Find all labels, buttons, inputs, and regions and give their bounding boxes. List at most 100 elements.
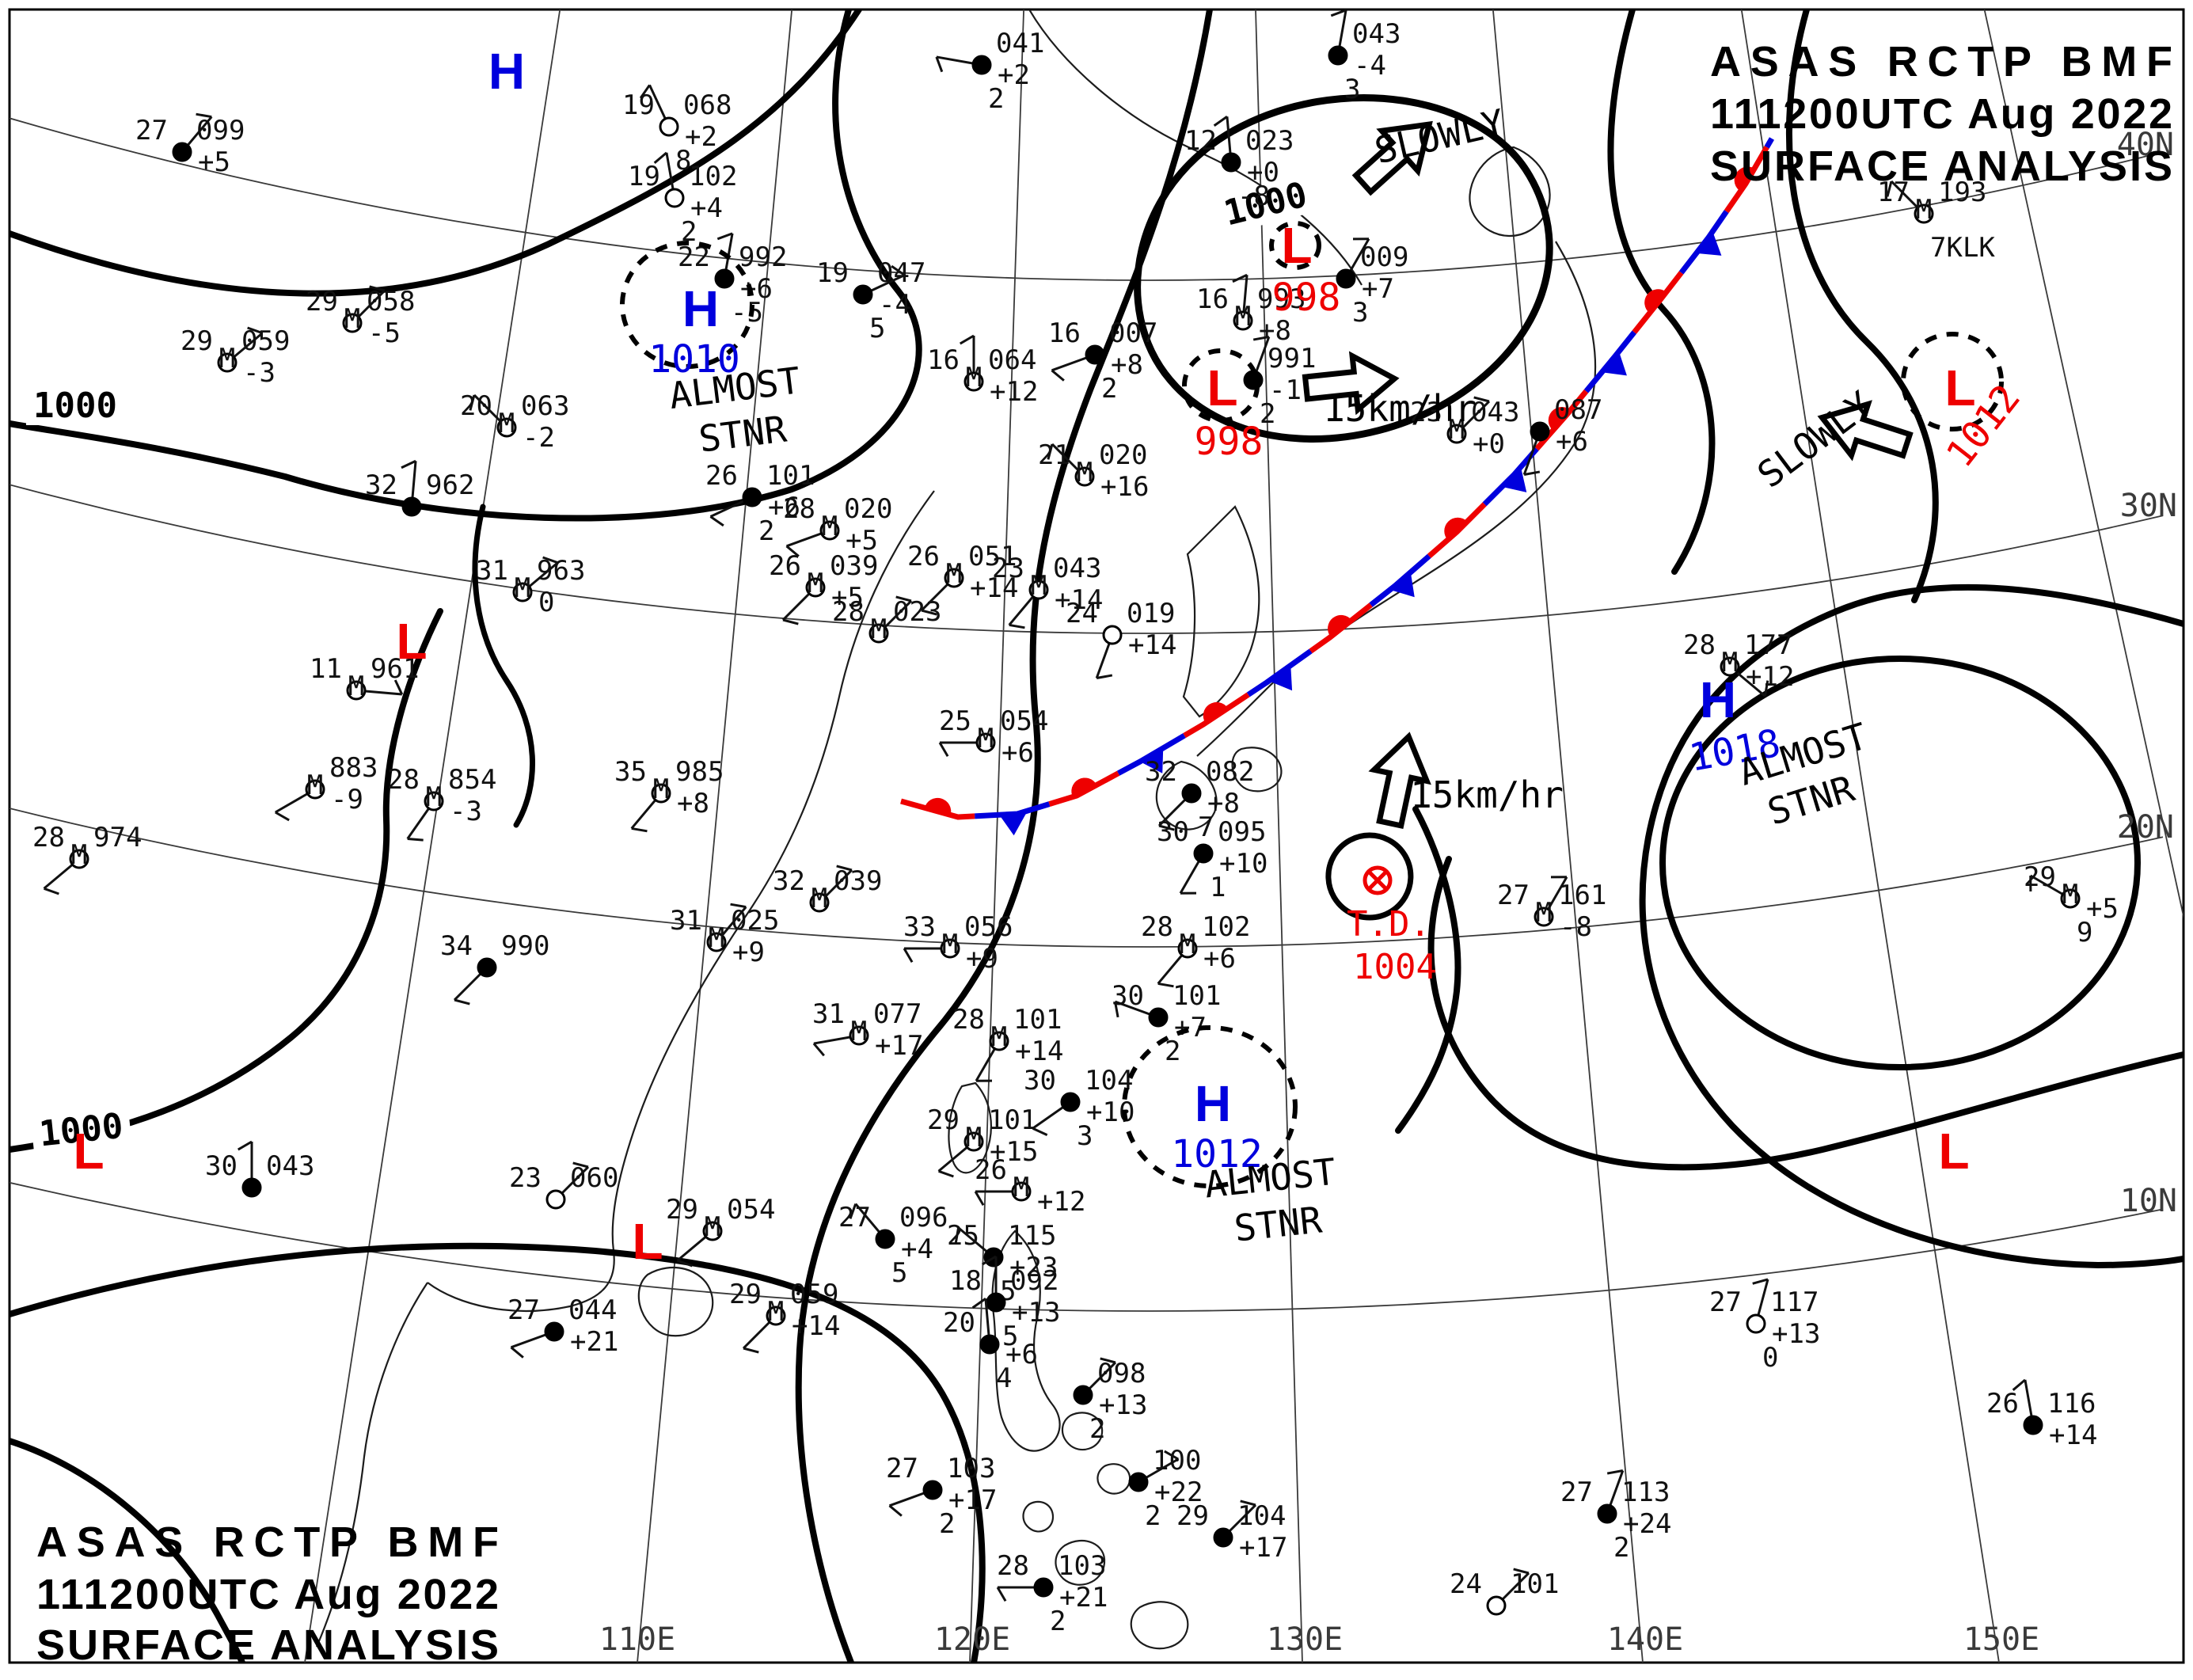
station-tendency: +14 (792, 1310, 840, 1342)
station-plot: M28 974 (32, 822, 142, 895)
station-circle (944, 568, 964, 588)
station-circle (971, 55, 992, 75)
station-ship-letter: M (653, 773, 669, 805)
station-pressure: 041 (996, 28, 1044, 59)
station-temperature: 29 (181, 325, 213, 357)
station-circle (1328, 45, 1348, 66)
station-plot: M29 059+14 (729, 1279, 840, 1354)
station-tendency: +10 (1086, 1097, 1135, 1128)
low-unlabeled-southeast: L (1938, 1123, 1969, 1180)
station-pressure: 039 (830, 550, 878, 582)
wind-barb-feather (954, 1227, 960, 1244)
station-plot: M31 025+9 (670, 903, 779, 968)
station-pressure: 087 (1554, 394, 1602, 426)
station-circle (1221, 152, 1241, 173)
station-circle (401, 496, 422, 517)
wind-barb-feather (1114, 1001, 1119, 1018)
station-circle (849, 1025, 869, 1046)
station-pressure: 025 (731, 905, 779, 937)
station-tendency: +17 (875, 1030, 923, 1062)
station-extra: 2 (939, 1508, 955, 1540)
center-letter: L (1281, 217, 1312, 274)
station-pressure: 064 (988, 344, 1036, 376)
station-extra: 3 (1077, 1120, 1093, 1152)
station-circle (512, 582, 533, 602)
station-extra: 2 (1101, 373, 1117, 405)
station-tendency: -3 (243, 357, 276, 389)
wind-barb-feather (44, 887, 59, 895)
station-extra: 2 (1050, 1606, 1066, 1637)
station-extra: 2 (1089, 1413, 1105, 1445)
meridian-line (1492, 10, 1644, 1663)
station-temperature: 19 (622, 89, 655, 121)
station-tendency: -2 (523, 422, 555, 454)
station-tendency: +13 (1099, 1389, 1147, 1421)
center-pressure-value: 1012 (1171, 1132, 1263, 1176)
station-plot: 991-12 (1243, 336, 1316, 430)
station-plot: M26 039+5 (769, 550, 878, 625)
station-circle (1534, 907, 1554, 927)
station-extra: 8 (675, 145, 691, 177)
wind-barb-feather (782, 618, 799, 625)
station-temperature: 21 (1038, 439, 1070, 471)
title-line-datetime: 111200UTC Aug 2022 (1710, 90, 2172, 138)
station-circle (979, 1334, 1000, 1355)
station-temperature: 31 (476, 555, 508, 587)
station-tendency: +22 (1154, 1477, 1203, 1508)
station-tendency: +14 (2049, 1420, 2097, 1451)
station-temperature: 23 (1410, 397, 1442, 428)
station-extra: 2 (1145, 1500, 1161, 1532)
station-circle (819, 520, 840, 541)
coastline (1022, 1500, 1055, 1533)
station-circle (1028, 580, 1049, 600)
station-ship-letter: M (851, 1016, 867, 1047)
wind-barb-feather (1096, 674, 1113, 679)
station-tendency: +14 (1015, 1036, 1063, 1067)
station-pressure: 077 (873, 998, 922, 1030)
wind-barb-feather (542, 556, 558, 564)
station-plot: 30 101+72 (1112, 980, 1221, 1067)
station-ship-letter: M (966, 362, 982, 393)
td-symbol-icon (1363, 865, 1393, 895)
station-temperature: 18 (949, 1265, 982, 1297)
wind-barb-feather (921, 609, 937, 616)
station-temperature: 20 (460, 390, 492, 422)
station-plot: M29 058-5 (306, 285, 415, 349)
station-pressure: 991 (1268, 343, 1316, 374)
station-extra: 5 (869, 313, 885, 344)
station-temperature: 33 (903, 911, 936, 943)
wind-barb-feather (938, 742, 949, 758)
coastline (1061, 1412, 1104, 1451)
station-plot: 27 117+130 (1709, 1278, 1820, 1374)
station-plot: 24 019+14 (1066, 598, 1176, 679)
cold-front-triangle (1139, 747, 1164, 773)
station-ship-letter: M (71, 839, 87, 871)
station-extra: 4 (996, 1363, 1012, 1394)
station-temperature: 24 (1450, 1568, 1482, 1600)
coastlines (315, 10, 1597, 1650)
station-pressure: 101 (1013, 1004, 1062, 1036)
station-ship-letter: M (1449, 414, 1465, 446)
station-plot: 22 992+6-5 (678, 232, 787, 329)
station-ship-letter: M (344, 303, 360, 335)
station-tendency: +5 (846, 525, 878, 557)
latitude-label: 40N (2117, 127, 2174, 163)
isobar-label: 1000 (30, 1106, 132, 1154)
station-tendency: +6 (1556, 426, 1588, 458)
wind-barb-feather (653, 151, 667, 164)
wind-barb-feather (1886, 181, 1893, 197)
station-extra: -5 (731, 297, 763, 329)
wind-barb-feather (1051, 369, 1065, 382)
station-extra: 1 (1210, 872, 1226, 903)
station-plot: M20 063-2 (460, 390, 569, 454)
wind-barb-feather (1473, 396, 1490, 403)
graticule (10, 10, 2183, 1663)
station-plot: 32 962 (365, 459, 474, 517)
station-ship-letter: M (1722, 647, 1738, 678)
station-plot: 100+222 (1128, 1445, 1203, 1532)
station-plot: M16 993+8 (1196, 273, 1306, 347)
high-unlabeled-top: H (488, 43, 525, 100)
station-temperature: 16 (927, 344, 960, 376)
